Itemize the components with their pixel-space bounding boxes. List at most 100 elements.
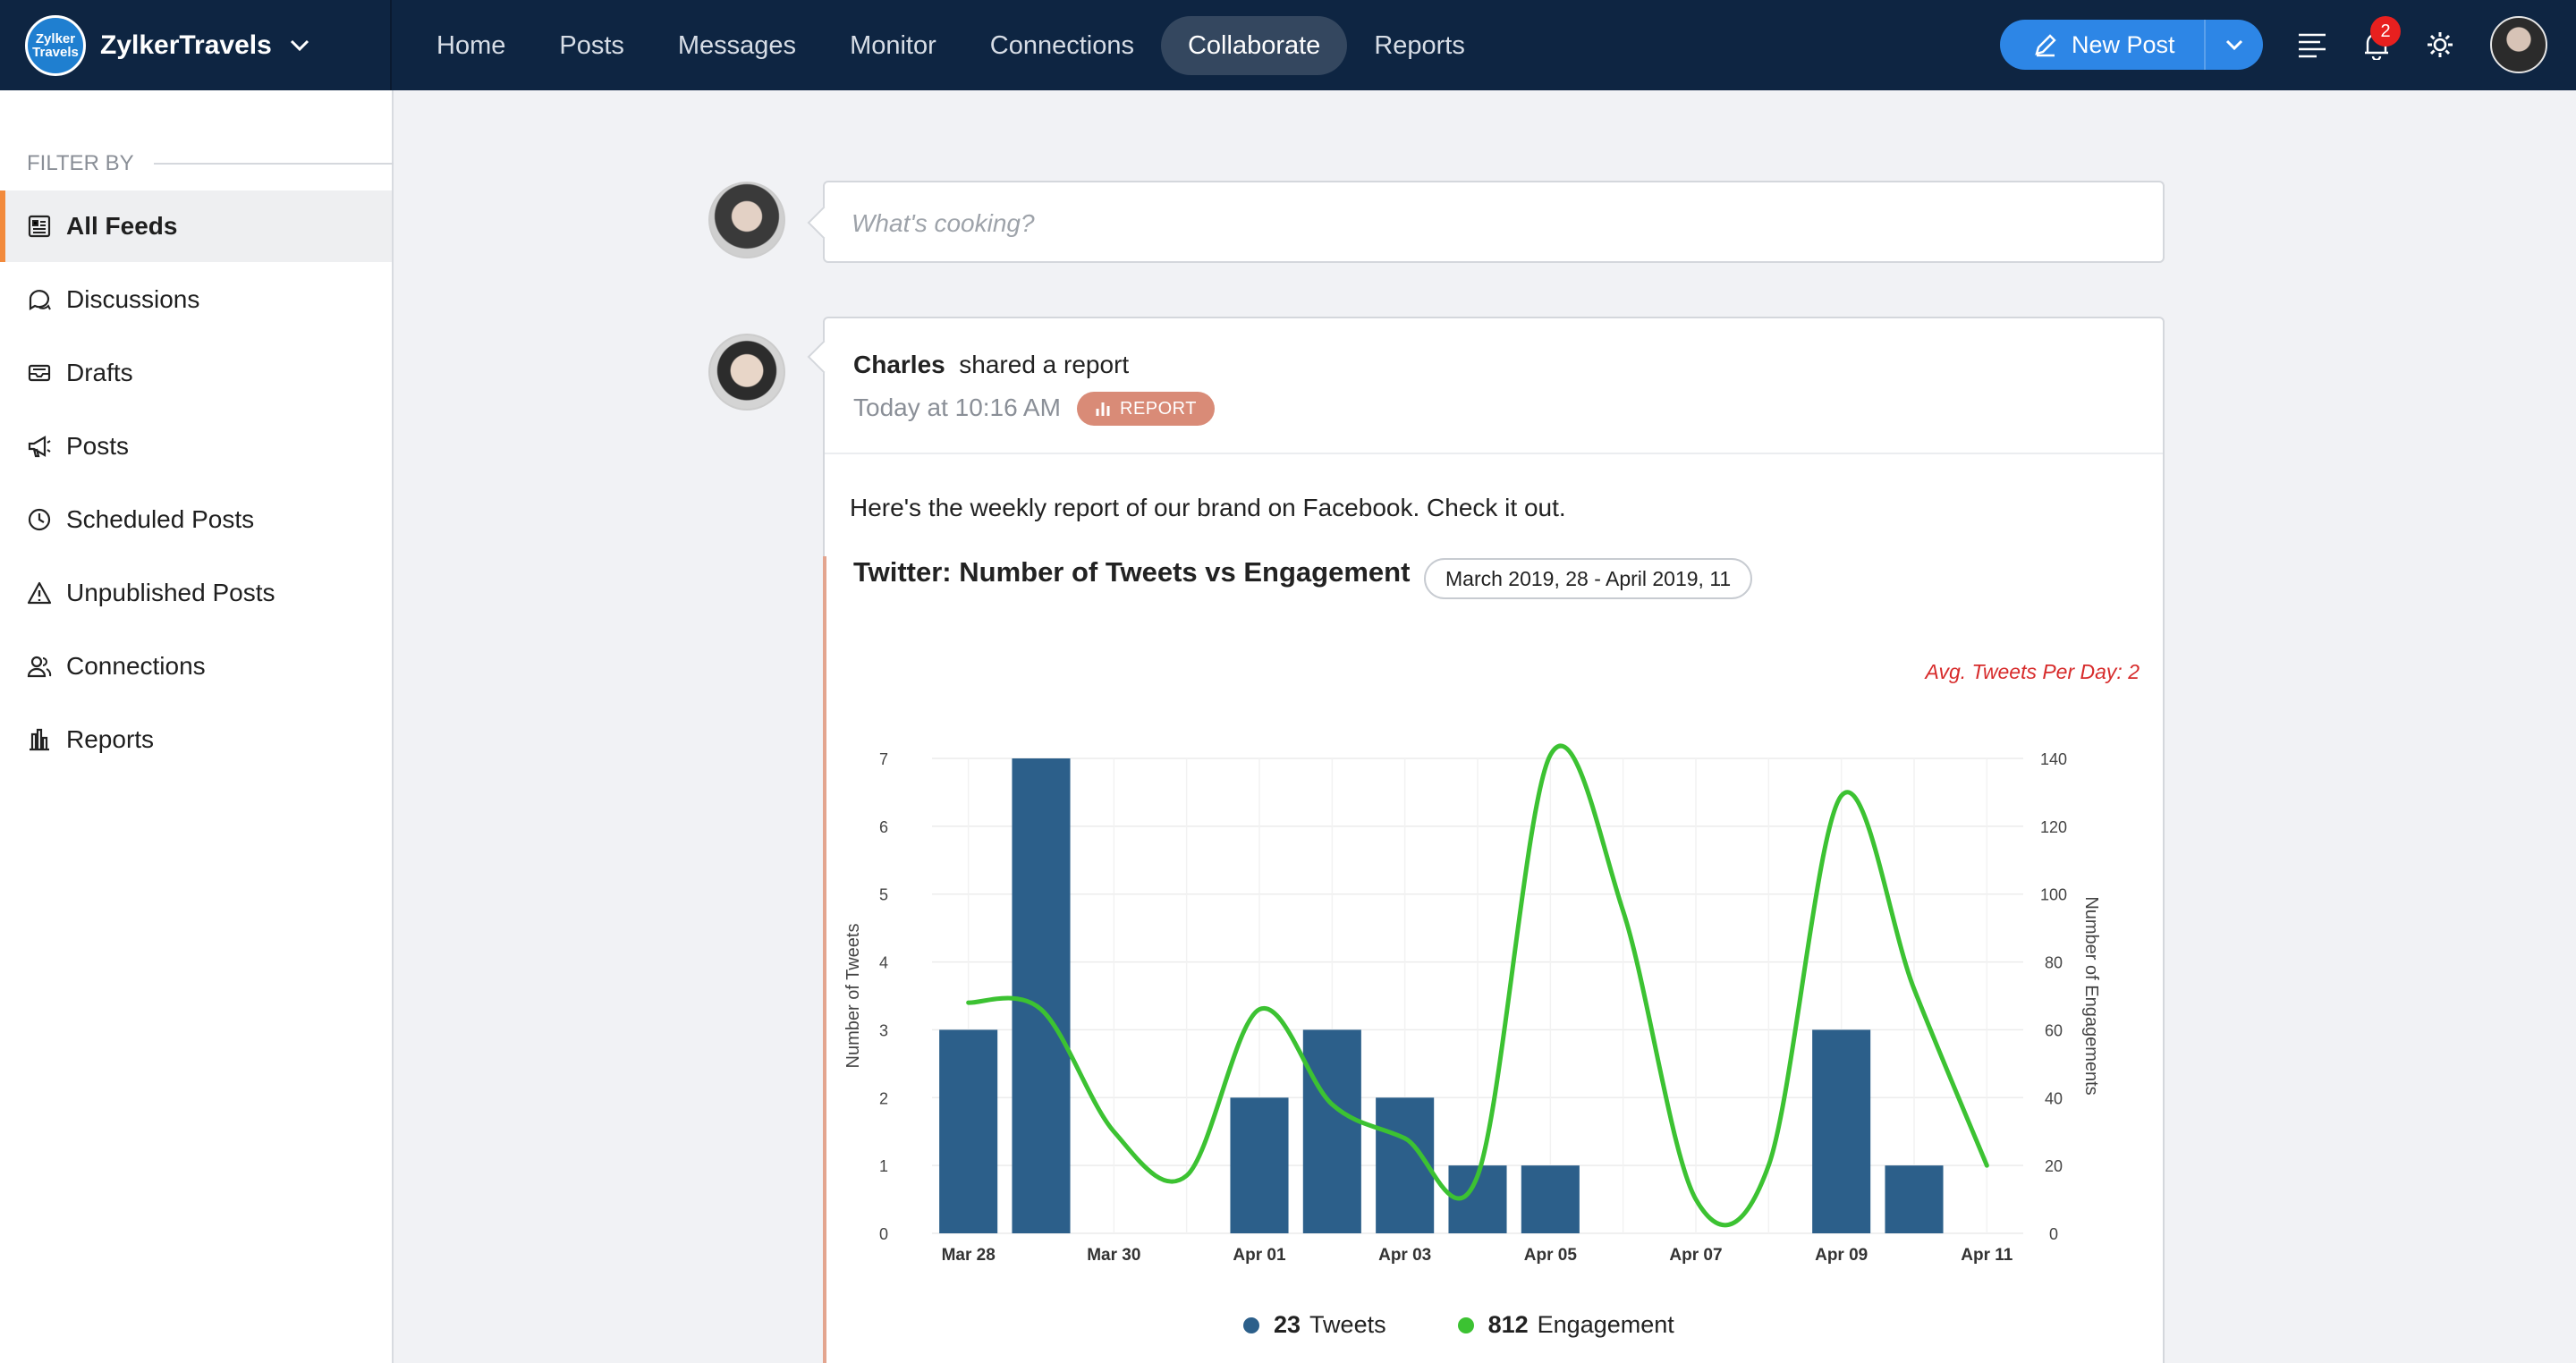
main-nav: Home Posts Messages Monitor Connections Colla… — [410, 0, 1492, 90]
legend-label: Tweets — [1309, 1311, 1386, 1338]
legend-dot — [1243, 1316, 1259, 1333]
legend-item-engagement[interactable]: 812 Engagement — [1457, 1311, 1674, 1339]
tweets-bar — [1812, 1029, 1871, 1233]
gear-icon[interactable] — [2420, 25, 2460, 64]
brand-name: ZylkerTravels — [100, 30, 272, 60]
notification-badge: 2 — [2370, 16, 2401, 47]
bar-chart-icon — [30, 728, 49, 751]
compose-input[interactable] — [852, 206, 2104, 241]
new-post-button[interactable]: New Post — [2000, 20, 2206, 70]
tweets-bar — [1885, 1165, 1944, 1233]
post-author-line: Charles shared a report — [853, 351, 1129, 379]
post-author-avatar — [708, 334, 785, 411]
top-navigation-bar: Zylker Travels ZylkerTravels Home Posts Mes… — [0, 0, 2576, 90]
sidebar-item-label: Reports — [66, 725, 155, 753]
filter-by-heading: FILTER BY — [27, 151, 394, 176]
nav-posts[interactable]: Posts — [559, 30, 624, 60]
feeds-icon — [28, 215, 51, 238]
post-timestamp: Today at 10:16 AM — [853, 394, 1061, 421]
sidebar-item-discussions[interactable]: Discussions — [0, 264, 392, 335]
y-tick-label: 2 — [879, 1089, 888, 1107]
post-card: Charles shared a report Today at 10:16 A… — [807, 317, 2165, 1363]
x-tick-label: Mar 28 — [942, 1246, 996, 1265]
y-tick-label: 0 — [879, 1225, 888, 1243]
nav-collaborate[interactable]: Collaborate — [1160, 15, 1348, 75]
y2-tick-label: 80 — [2045, 954, 2063, 972]
post-action: shared a report — [959, 351, 1130, 378]
user-avatar[interactable] — [2490, 16, 2547, 73]
sidebar-item-unpublished-posts[interactable]: Unpublished Posts — [0, 557, 392, 629]
compose-box[interactable] — [807, 181, 2165, 263]
x-tick-label: Apr 09 — [1815, 1246, 1868, 1265]
tweets-bar — [939, 1029, 998, 1233]
y2-tick-label: 60 — [2045, 1021, 2063, 1039]
y-tick-label: 3 — [879, 1021, 888, 1039]
chart-legend: 23 Tweets 812 Engagement — [1243, 1311, 1746, 1339]
x-tick-label: Apr 05 — [1524, 1246, 1578, 1265]
sidebar-item-reports[interactable]: Reports — [0, 704, 392, 775]
post-author-name[interactable]: Charles — [853, 351, 945, 378]
engagement-line — [966, 743, 1989, 1228]
nav-connections[interactable]: Connections — [989, 30, 1134, 60]
y2-tick-label: 20 — [2045, 1157, 2063, 1175]
tweets-bar — [1521, 1165, 1580, 1233]
tweets-bar — [1230, 1097, 1289, 1233]
sidebar-item-connections[interactable]: Connections — [0, 631, 392, 702]
y-tick-label: 6 — [879, 818, 888, 836]
post-text: Here's the weekly report of our brand on… — [850, 494, 1566, 521]
nav-home[interactable]: Home — [436, 30, 506, 60]
report-accent-bar — [823, 556, 826, 1363]
tweets-engagement-chart: 0 1 2 3 4 5 6 7 0 20 40 60 80 100 120 140 Mar 28 Mar 30 Ap… — [843, 743, 2101, 1265]
x-tick-label: Apr 03 — [1378, 1246, 1431, 1265]
bar-chart-icon — [1096, 402, 1110, 416]
y-tick-label: 1 — [879, 1157, 888, 1175]
clock-icon — [28, 508, 51, 531]
report-badge: REPORT — [1077, 392, 1215, 426]
y-axis-title: Number of Tweets — [843, 924, 863, 1069]
x-tick-label: Mar 30 — [1087, 1246, 1140, 1265]
x-tick-label: Apr 11 — [1961, 1246, 2013, 1265]
sidebar-item-label: Drafts — [66, 359, 133, 386]
nav-monitor[interactable]: Monitor — [850, 30, 936, 60]
sidebar-item-all-feeds[interactable]: All Feeds — [0, 190, 392, 262]
y2-tick-label: 40 — [2045, 1089, 2063, 1107]
sidebar-item-label: Discussions — [66, 285, 200, 313]
compose-pointer — [807, 206, 841, 240]
y2-tick-label: 120 — [2040, 818, 2067, 836]
y-tick-label: 7 — [879, 750, 888, 768]
menu-lines-icon[interactable] — [2292, 25, 2332, 64]
sidebar-item-posts[interactable]: Posts — [0, 411, 392, 482]
chevron-down-icon[interactable] — [290, 39, 309, 52]
sidebar-item-scheduled-posts[interactable]: Scheduled Posts — [0, 484, 392, 555]
nav-messages[interactable]: Messages — [677, 30, 797, 60]
megaphone-icon — [28, 436, 51, 458]
users-icon — [27, 656, 52, 678]
tweets-bar — [1302, 1029, 1361, 1233]
y-tick-label: 4 — [879, 954, 888, 972]
new-post-dropdown[interactable] — [2206, 39, 2263, 50]
y2-tick-label: 100 — [2040, 886, 2067, 904]
date-range-pill[interactable]: March 2019, 28 - April 2019, 11 — [1424, 558, 1753, 599]
y-tick-label: 5 — [879, 886, 888, 904]
avg-tweets-note: Avg. Tweets Per Day: 2 — [1925, 660, 2140, 683]
tweets-bar — [1012, 758, 1071, 1233]
sidebar-item-label: All Feeds — [66, 212, 178, 240]
new-post-button-group: New Post — [2000, 20, 2263, 70]
drafts-icon — [28, 364, 51, 382]
current-user-avatar — [708, 182, 785, 258]
brand-switcher[interactable]: Zylker Travels ZylkerTravels — [0, 0, 392, 90]
y2-tick-label: 140 — [2040, 750, 2067, 768]
sidebar-item-drafts[interactable]: Drafts — [0, 337, 392, 409]
legend-label: Engagement — [1537, 1311, 1674, 1338]
x-tick-label: Apr 07 — [1669, 1246, 1722, 1265]
post-header: Charles shared a report Today at 10:16 A… — [825, 318, 2163, 454]
legend-count: 812 — [1487, 1311, 1529, 1338]
legend-item-tweets[interactable]: 23 Tweets — [1243, 1311, 1386, 1339]
report-title: Twitter: Number of Tweets vs Engagement — [853, 556, 1411, 588]
chevron-down-icon — [2225, 39, 2243, 50]
new-post-label: New Post — [2072, 30, 2175, 58]
pencil-icon — [2035, 34, 2056, 57]
sidebar-item-label: Scheduled Posts — [66, 505, 255, 533]
nav-reports[interactable]: Reports — [1374, 30, 1465, 60]
y2-tick-label: 0 — [2049, 1225, 2058, 1243]
